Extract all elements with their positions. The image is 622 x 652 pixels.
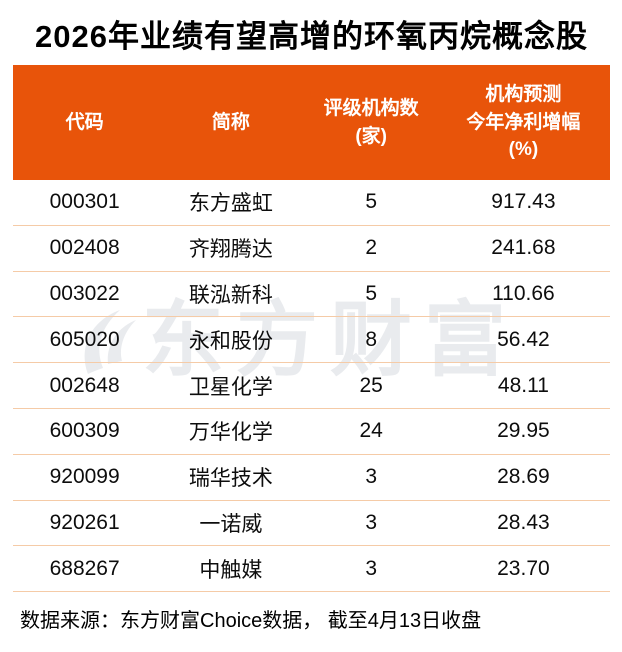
header-line: 简称 — [211, 111, 250, 133]
cell-profit-growth: 28.43 — [497, 510, 550, 534]
cell-stock-code: 920261 — [49, 510, 120, 534]
header-line: (%) — [508, 139, 539, 161]
cell-agency-count: 3 — [365, 465, 378, 489]
cell-profit-growth: 917.43 — [491, 190, 556, 214]
cell-stock-name: 联泓新科 — [188, 283, 273, 307]
cell-agency-count: 3 — [365, 556, 378, 580]
table-header-row: 代码 简称 评级机构数 (家) 机构预测 今年净利增幅 (%) — [13, 65, 610, 180]
cell-agency-count: 25 — [359, 373, 383, 397]
table-row: 920261 一诺威 3 28.43 — [13, 501, 610, 547]
header-line: 评级机构数 — [323, 98, 419, 119]
column-header-code: 代码 — [13, 65, 156, 180]
data-source-note: 数据来源：东方财富Choice数据， 截至4月13日收盘 — [20, 610, 482, 632]
table-row: 003022 联泓新科 5 110.66 — [13, 272, 610, 318]
cell-stock-code: 605020 — [49, 327, 120, 351]
table-row: 600309 万华化学 24 29.95 — [13, 409, 610, 455]
cell-profit-growth: 29.95 — [497, 419, 550, 443]
column-header-profit-growth: 机构预测 今年净利增幅 (%) — [437, 65, 610, 180]
cell-profit-growth: 56.42 — [497, 327, 550, 351]
column-header-name: 简称 — [156, 65, 305, 180]
cell-stock-name: 齐翔腾达 — [188, 238, 273, 262]
cell-stock-name: 万华化学 — [188, 421, 273, 445]
page-title: 2026年业绩有望高增的环氧丙烷概念股 — [35, 19, 588, 54]
cell-stock-name: 卫星化学 — [188, 375, 273, 399]
cell-stock-code: 688267 — [49, 556, 120, 580]
cell-stock-code: 002648 — [49, 373, 120, 397]
header-line: 今年净利增幅 — [466, 111, 581, 133]
table-row: 002648 卫星化学 25 48.11 — [13, 363, 610, 409]
header-line: 机构预测 — [485, 84, 562, 106]
column-header-agency-count: 评级机构数 (家) — [306, 65, 437, 180]
cell-stock-code: 600309 — [49, 419, 120, 443]
cell-agency-count: 5 — [365, 281, 378, 305]
cell-profit-growth: 23.70 — [497, 556, 550, 580]
header-line: 代码 — [65, 111, 104, 133]
cell-profit-growth: 48.11 — [497, 373, 549, 397]
cell-stock-name: 东方盛虹 — [188, 192, 273, 216]
cell-stock-code: 003022 — [49, 281, 120, 305]
table-body: 000301 东方盛虹 5 917.43 002408 齐翔腾达 2 241.6… — [13, 180, 610, 593]
table-row: 002408 齐翔腾达 2 241.68 — [13, 226, 610, 272]
cell-stock-name: 永和股份 — [188, 329, 273, 353]
cell-profit-growth: 241.68 — [491, 236, 556, 260]
cell-stock-name: 一诺威 — [199, 512, 263, 536]
table-row: 688267 中触媒 3 23.70 — [13, 546, 610, 593]
table-row: 920099 瑞华技术 3 28.69 — [13, 455, 610, 501]
cell-agency-count: 24 — [359, 419, 383, 443]
cell-stock-code: 002408 — [49, 236, 120, 260]
cell-agency-count: 2 — [365, 236, 378, 260]
cell-agency-count: 5 — [365, 190, 378, 214]
cell-profit-growth: 110.66 — [492, 281, 555, 305]
table-row: 000301 东方盛虹 5 917.43 — [13, 180, 610, 226]
cell-stock-name: 中触媒 — [199, 558, 263, 582]
cell-stock-name: 瑞华技术 — [188, 467, 273, 491]
table-row: 605020 永和股份 8 56.42 — [13, 317, 610, 364]
cell-profit-growth: 28.69 — [497, 465, 550, 489]
cell-stock-code: 920099 — [49, 465, 120, 489]
cell-agency-count: 8 — [365, 327, 378, 351]
cell-agency-count: 3 — [365, 510, 378, 534]
header-line: (家) — [355, 125, 387, 147]
cell-stock-code: 000301 — [49, 190, 120, 214]
